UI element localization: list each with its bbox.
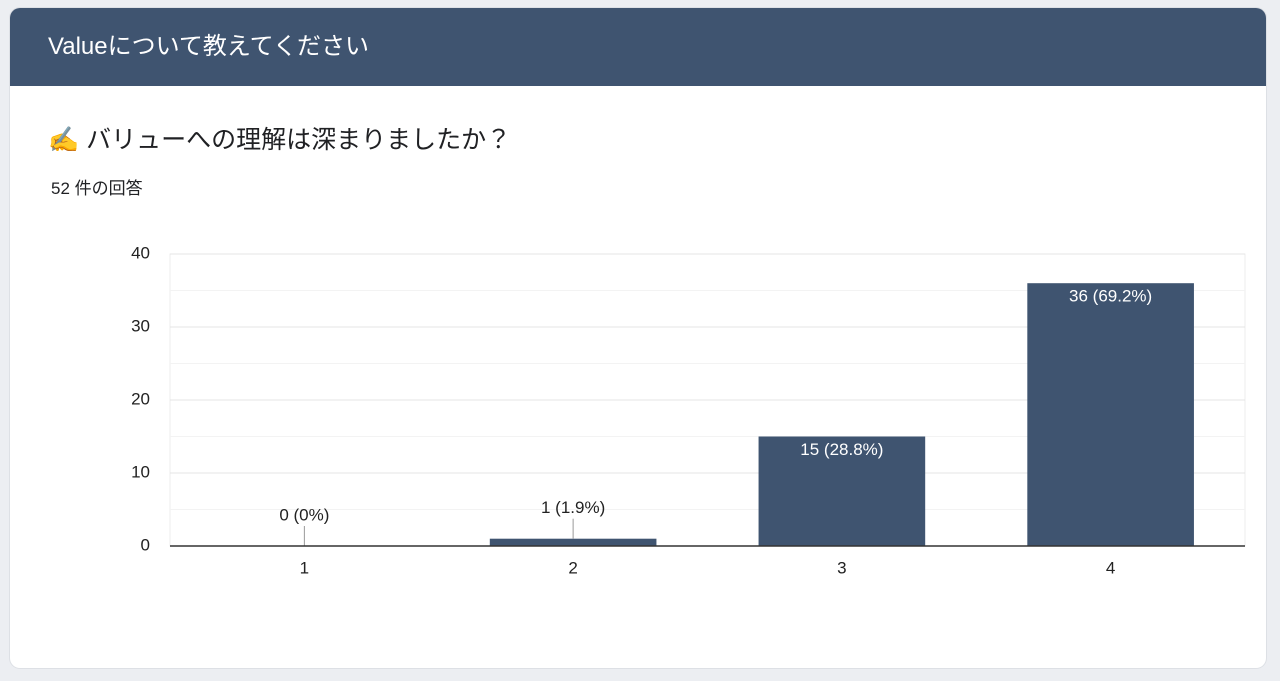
y-tick-label: 30 [131,316,150,335]
x-tick-label: 3 [837,558,846,577]
data-label: 0 (0%) [279,505,329,524]
response-count: 52 件の回答 [51,179,143,198]
y-tick-label: 0 [141,535,150,554]
x-tick-label: 4 [1106,558,1115,577]
y-tick-label: 40 [131,243,150,262]
data-label: 1 (1.9%) [541,498,605,517]
y-tick-label: 20 [131,389,150,408]
data-label: 36 (69.2%) [1069,287,1152,306]
x-tick-label: 2 [568,558,577,577]
y-tick-label: 10 [131,462,150,481]
data-label: 15 (28.8%) [800,440,883,459]
x-tick-label: 1 [300,558,309,577]
bar [489,538,657,546]
question-title: ✍️ バリューへの理解は深まりましたか？ [48,126,512,154]
bar [758,436,926,546]
bar [1027,283,1194,546]
section-title: Valueについて教えてください [10,8,1266,86]
